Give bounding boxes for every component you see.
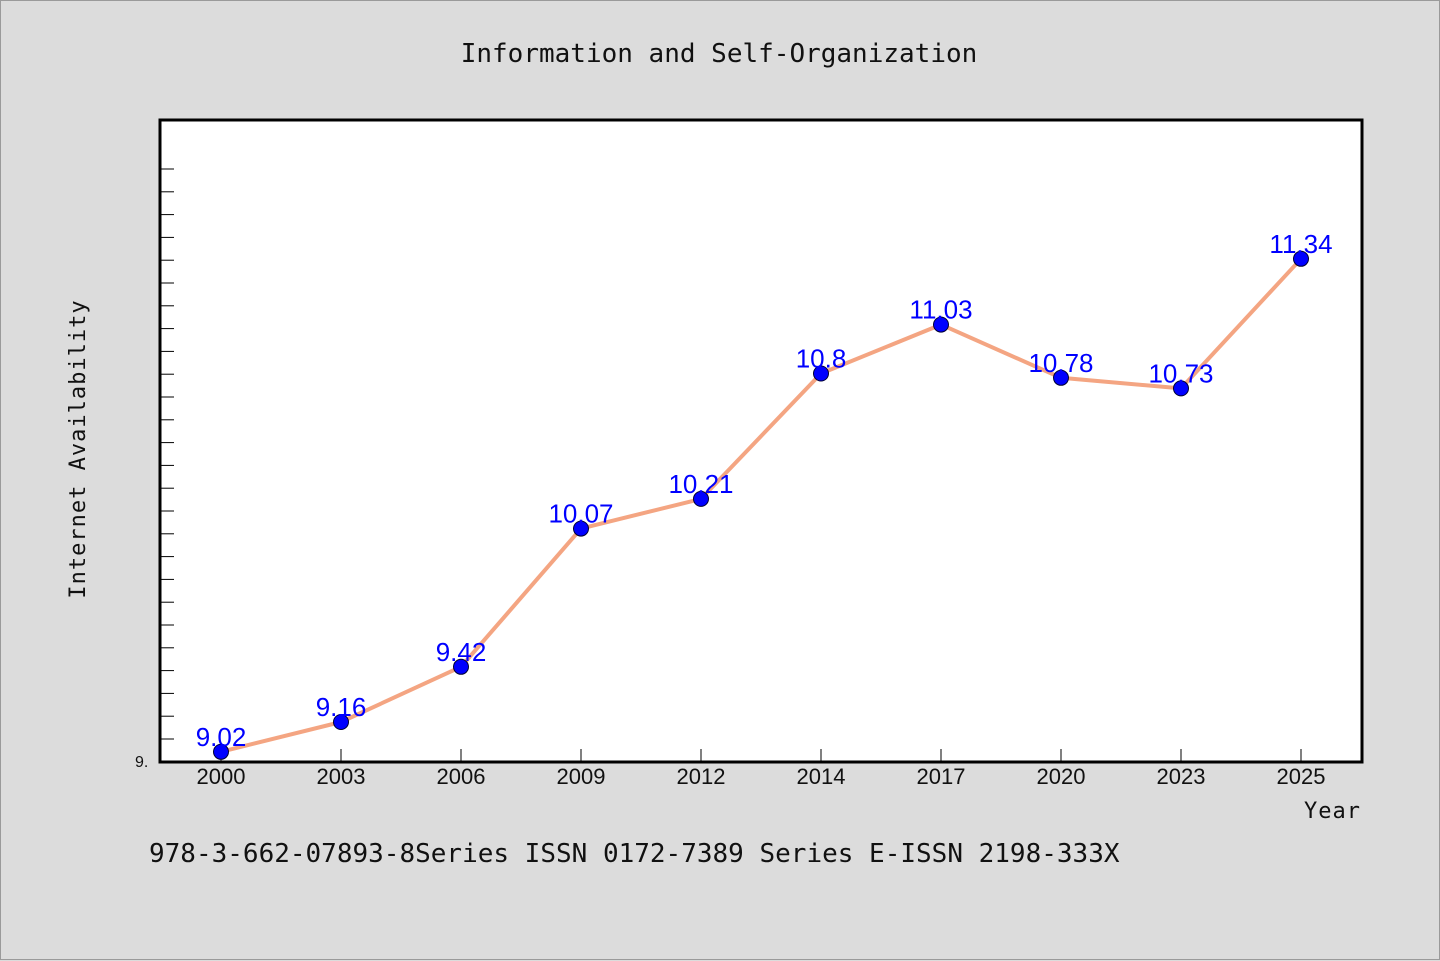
x-tick-label: 2017 bbox=[917, 764, 966, 789]
data-point bbox=[453, 658, 469, 675]
chart-title: Information and Self-Organization bbox=[461, 39, 978, 69]
x-tick-labels: 2000 2003 2006 2009 2012 2014 2017 2020 2023 2025 bbox=[197, 764, 1326, 789]
x-axis-label: Year bbox=[1304, 799, 1361, 824]
data-label: 10.73 bbox=[1148, 358, 1213, 388]
x-tick-label: 2003 bbox=[317, 764, 366, 789]
x-tick-label: 2009 bbox=[557, 764, 606, 789]
x-tick-label: 2023 bbox=[1157, 764, 1206, 789]
data-label: 10.07 bbox=[548, 499, 613, 529]
x-axis-ticks bbox=[220, 749, 1302, 762]
data-point bbox=[933, 316, 949, 333]
x-tick-label: 2014 bbox=[797, 764, 846, 789]
data-label: 10.21 bbox=[668, 469, 733, 499]
data-labels: 9.02 9.16 9.42 10.07 10.21 10.8 11.03 10.78 10.7… bbox=[196, 229, 1333, 752]
data-label: 10.8 bbox=[796, 344, 847, 374]
footer-text: 978-3-662-07893-8Series ISSN 0172-7389 S… bbox=[149, 839, 1120, 869]
data-label: 9.02 bbox=[196, 722, 247, 752]
x-tick-label: 2006 bbox=[437, 764, 486, 789]
data-point bbox=[213, 743, 229, 760]
data-point bbox=[573, 520, 589, 537]
data-point bbox=[1053, 369, 1069, 386]
data-label: 9.42 bbox=[436, 637, 487, 667]
data-point bbox=[693, 490, 709, 507]
x-tick-label: 2012 bbox=[677, 764, 726, 789]
y-axis-ticks bbox=[161, 168, 174, 763]
y-tick-label: 9. bbox=[135, 754, 148, 771]
data-point bbox=[1293, 250, 1309, 267]
data-point bbox=[1173, 380, 1189, 397]
x-tick-label: 2020 bbox=[1037, 764, 1086, 789]
data-label: 10.78 bbox=[1028, 348, 1093, 378]
x-tick-label: 2000 bbox=[197, 764, 246, 789]
y-axis-label: Internet Availability bbox=[66, 299, 91, 598]
data-point bbox=[333, 714, 349, 730]
data-label: 11.03 bbox=[909, 295, 972, 325]
data-label: 11.34 bbox=[1269, 229, 1332, 259]
data-label: 9.16 bbox=[316, 692, 367, 722]
x-tick-label: 2025 bbox=[1277, 764, 1326, 789]
plot-area bbox=[158, 118, 1364, 764]
series-markers bbox=[213, 250, 1309, 760]
data-point bbox=[813, 365, 829, 382]
series-line bbox=[220, 257, 1303, 754]
